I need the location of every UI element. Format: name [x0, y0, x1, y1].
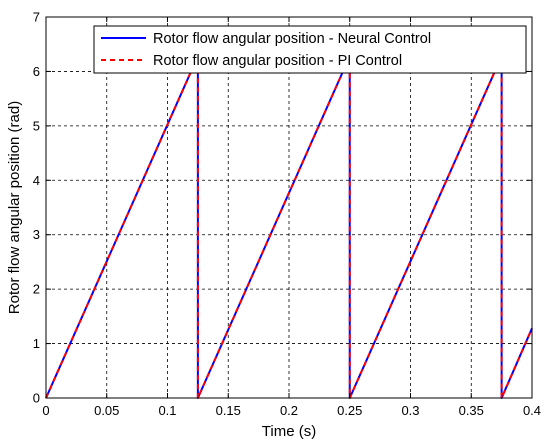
y-tick-label: 2	[33, 282, 40, 297]
ticks	[45, 16, 533, 399]
legend-box	[93, 25, 527, 74]
y-tick-label: 1	[33, 336, 40, 351]
legend-label-neural: Rotor flow angular position - Neural Con…	[153, 31, 431, 47]
legend-label-pi: Rotor flow angular position - PI Control	[153, 53, 402, 69]
y-tick-label: 4	[33, 173, 40, 188]
y-tick-label: 3	[33, 227, 40, 242]
x-tick-label: 0.15	[216, 403, 241, 418]
x-tick-label: 0.3	[401, 403, 419, 418]
y-tick-label: 5	[33, 118, 40, 133]
series-line-pi-control	[45, 55, 533, 399]
x-tick-label: 0.2	[280, 403, 298, 418]
x-tick-label: 0.4	[523, 403, 541, 418]
x-axis-label: Time (s)	[262, 423, 316, 440]
y-tick-label: 7	[33, 10, 40, 25]
series-group	[45, 55, 533, 399]
x-tick-label: 0	[42, 403, 49, 418]
y-tick-label: 6	[33, 64, 40, 79]
plot-area	[46, 17, 532, 398]
y-tick-label: 0	[33, 391, 40, 406]
x-tick-label: 0.25	[337, 403, 362, 418]
x-tick-label: 0.35	[459, 403, 484, 418]
tick-labels: 0 0.05 0.1 0.15 0.2 0.25 0.3 0.35 0.4 0 1 2 3 4 5 6 7	[33, 10, 541, 419]
x-tick-label: 0.05	[94, 403, 119, 418]
x-tick-label: 0.1	[158, 403, 176, 418]
legend: Rotor flow angular position - Neural Con…	[93, 25, 527, 74]
y-axis-label: Rotor flow angular position (rad)	[6, 101, 23, 314]
